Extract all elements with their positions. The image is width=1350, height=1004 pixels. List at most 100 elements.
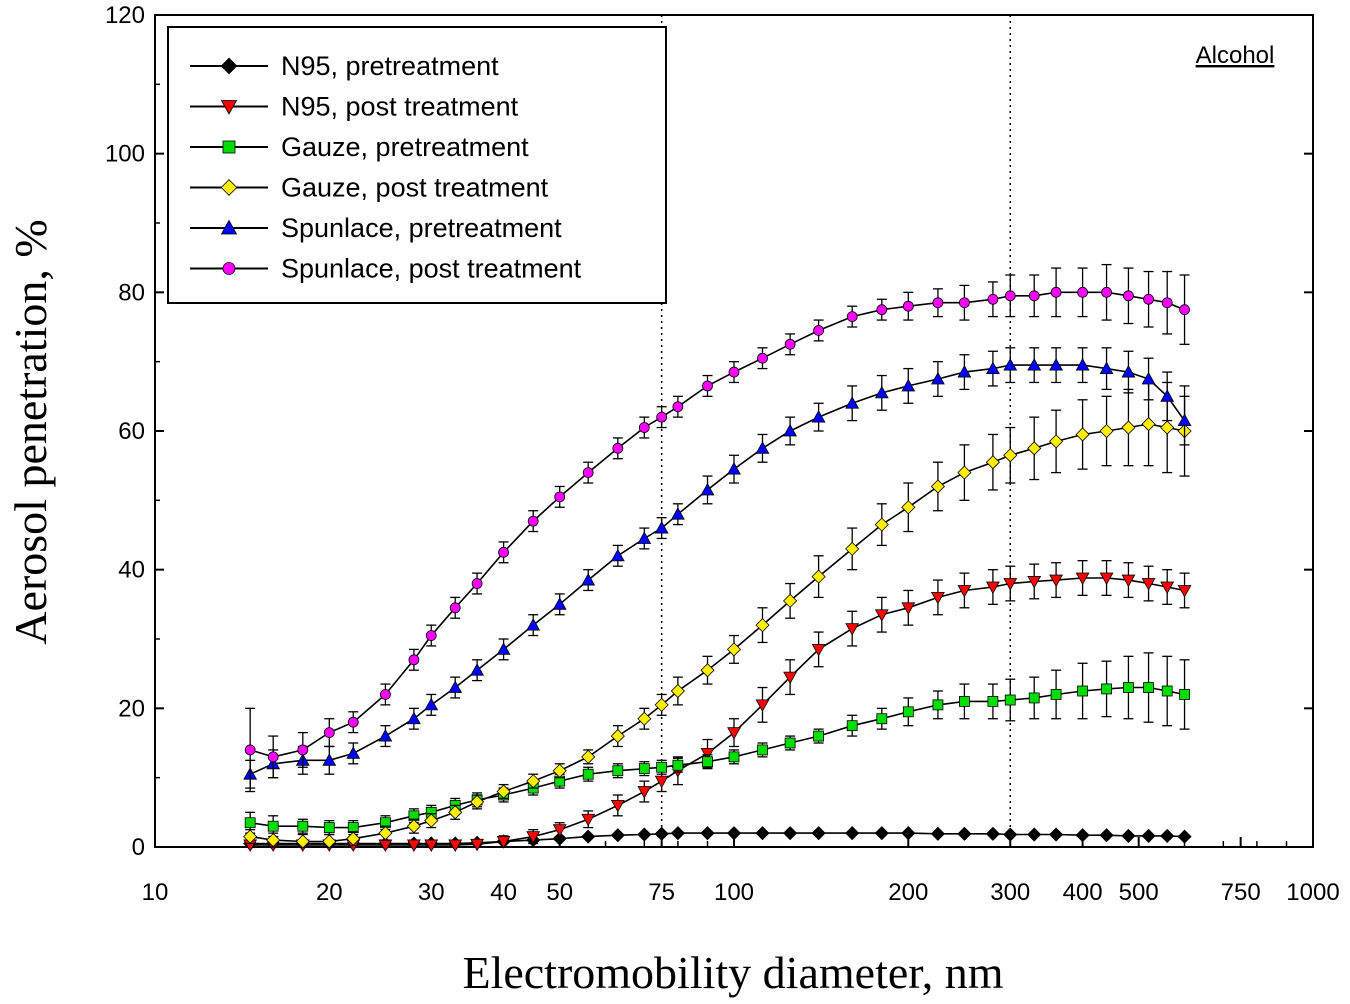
data-point (267, 820, 279, 832)
data-point (813, 730, 825, 742)
data-point (1003, 827, 1018, 842)
legend-item: N95, post treatment (190, 92, 519, 122)
x-axis-title: Electromobility diameter, nm (462, 947, 1003, 998)
data-point (957, 585, 972, 598)
data-point (1027, 358, 1042, 371)
x-tick-label: 100 (714, 879, 754, 906)
data-point (610, 729, 625, 744)
data-point (1027, 827, 1042, 842)
legend-label: Spunlace, post treatment (281, 254, 582, 284)
data-point (378, 728, 393, 742)
data-point (637, 531, 652, 544)
data-point (1077, 286, 1088, 298)
series-line (250, 686, 1185, 829)
data-point (901, 602, 916, 615)
data-point (932, 297, 944, 309)
data-point (347, 716, 359, 728)
data-point (783, 593, 798, 608)
data-point (727, 727, 741, 740)
data-point (902, 706, 914, 718)
data-point (1099, 828, 1114, 843)
data-point (700, 663, 715, 678)
data-point (581, 813, 596, 827)
data-point (347, 822, 359, 833)
data-point (876, 304, 888, 316)
data-point (755, 441, 770, 454)
data-point (1077, 685, 1088, 697)
data-point (1143, 682, 1154, 693)
data-point (243, 829, 258, 844)
data-point (811, 569, 826, 584)
data-point (1160, 828, 1175, 843)
data-point (424, 697, 439, 711)
data-point (846, 311, 858, 323)
data-point (670, 826, 685, 841)
data-point (783, 423, 798, 437)
data-point (1049, 827, 1064, 842)
legend-item: Gauze, pretreatment (190, 132, 529, 162)
data-point (1027, 576, 1042, 589)
data-point (582, 768, 594, 780)
data-point (425, 630, 437, 641)
data-point (811, 410, 826, 423)
data-point (267, 751, 279, 763)
data-point (1101, 286, 1112, 298)
legend-marker (220, 219, 238, 235)
data-point (1075, 427, 1090, 442)
data-point (1123, 682, 1134, 693)
data-point (985, 455, 1000, 470)
data-point (784, 737, 796, 749)
data-point (700, 482, 715, 496)
data-point (1161, 297, 1173, 309)
data-point (846, 720, 858, 732)
data-point (1121, 364, 1136, 378)
condition-annotation: Alcohol (1196, 42, 1275, 69)
reference-lines (660, 15, 1012, 847)
series-gauze-post-treatment (243, 381, 1192, 849)
data-point (1049, 574, 1064, 588)
data-point (610, 548, 625, 562)
data-point (876, 713, 888, 725)
data-point (726, 826, 742, 841)
data-point (526, 618, 541, 631)
data-point (638, 422, 650, 433)
data-point (959, 297, 970, 309)
data-point (581, 572, 596, 586)
data-point (449, 602, 461, 614)
x-tick-label: 300 (990, 879, 1030, 906)
data-point (448, 805, 463, 820)
data-point (1177, 413, 1192, 427)
data-point (901, 826, 916, 841)
data-point (1099, 361, 1114, 375)
data-point (1141, 371, 1156, 385)
data-point (1160, 581, 1175, 595)
data-point (266, 833, 281, 848)
data-point (1003, 578, 1018, 591)
data-point (448, 680, 463, 693)
data-point (654, 826, 669, 841)
data-point (424, 813, 439, 828)
data-point (700, 748, 715, 761)
legend-marker (222, 140, 236, 154)
data-point (346, 746, 361, 759)
y-tick-label: 0 (132, 834, 145, 861)
data-point (811, 644, 826, 657)
data-point (1121, 420, 1136, 435)
legend-label: Gauze, post treatment (281, 173, 549, 203)
legend-marker (220, 179, 238, 196)
data-point (1123, 290, 1134, 302)
legend-label: N95, pretreatment (281, 51, 499, 81)
data-point (637, 711, 652, 726)
y-tick-label: 100 (105, 141, 145, 168)
data-point (702, 756, 713, 768)
data-point (728, 366, 740, 378)
data-point (654, 775, 669, 789)
data-point (552, 597, 567, 610)
y-tick-label: 20 (118, 695, 145, 722)
data-point (552, 763, 567, 778)
data-point (1004, 694, 1016, 706)
data-point (1075, 358, 1090, 371)
data-point (526, 831, 541, 844)
data-point (1121, 574, 1136, 588)
